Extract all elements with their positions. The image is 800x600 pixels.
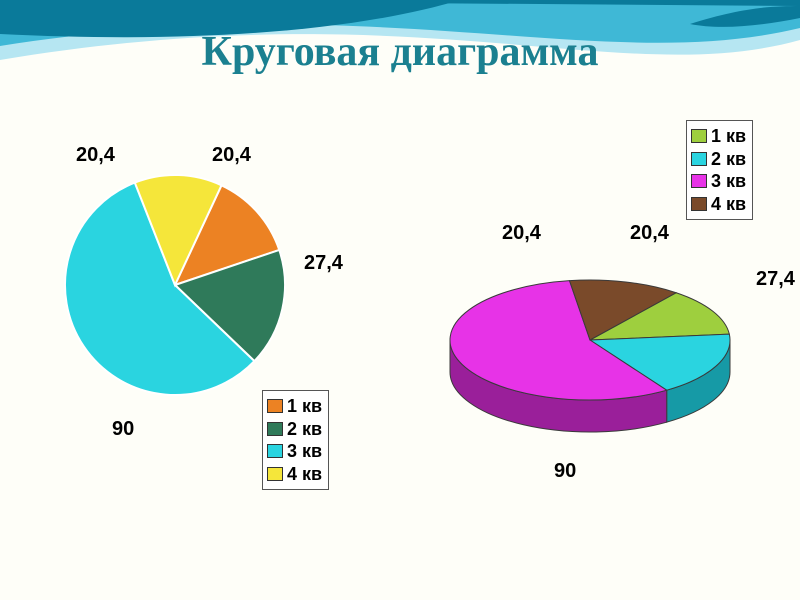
legend3d-row: 2 кв bbox=[691, 148, 746, 171]
legend-swatch bbox=[267, 399, 283, 413]
legend3d-row: 3 кв bbox=[691, 170, 746, 193]
legend-label: 4 кв bbox=[287, 463, 322, 486]
legend-swatch bbox=[691, 129, 707, 143]
pie2d-data-label: 90 bbox=[112, 418, 134, 441]
legend2d-row: 1 кв bbox=[267, 395, 322, 418]
pie3d-data-label: 20,4 bbox=[502, 222, 541, 245]
legend-label: 1 кв bbox=[287, 395, 322, 418]
legend-3d: 1 кв2 кв3 кв4 кв bbox=[686, 120, 753, 220]
legend2d-row: 2 кв bbox=[267, 418, 322, 441]
legend-swatch bbox=[691, 152, 707, 166]
legend-swatch bbox=[267, 444, 283, 458]
pie3d-data-label: 90 bbox=[554, 460, 576, 483]
legend-swatch bbox=[691, 197, 707, 211]
legend-label: 1 кв bbox=[711, 125, 746, 148]
pie-chart-2d bbox=[60, 170, 290, 400]
pie3d-data-label: 20,4 bbox=[630, 222, 669, 245]
legend3d-row: 4 кв bbox=[691, 193, 746, 216]
legend-label: 3 кв bbox=[711, 170, 746, 193]
pie2d-data-label: 27,4 bbox=[304, 252, 343, 275]
pie-chart-3d bbox=[440, 270, 740, 450]
legend-label: 2 кв bbox=[711, 148, 746, 171]
legend-swatch bbox=[691, 174, 707, 188]
legend2d-row: 4 кв bbox=[267, 463, 322, 486]
pie3d-data-label: 27,4 bbox=[756, 268, 795, 291]
legend-label: 4 кв bbox=[711, 193, 746, 216]
legend-label: 3 кв bbox=[287, 440, 322, 463]
pie2d-data-label: 20,4 bbox=[76, 144, 115, 167]
legend2d-row: 3 кв bbox=[267, 440, 322, 463]
legend-label: 2 кв bbox=[287, 418, 322, 441]
page-title: Круговая диаграмма bbox=[0, 28, 800, 76]
legend-swatch bbox=[267, 467, 283, 481]
legend3d-row: 1 кв bbox=[691, 125, 746, 148]
chart-area: 20,427,49020,4 1 кв2 кв3 кв4 кв 20,427,4… bbox=[0, 110, 800, 590]
legend-swatch bbox=[267, 422, 283, 436]
pie2d-data-label: 20,4 bbox=[212, 144, 251, 167]
legend-2d: 1 кв2 кв3 кв4 кв bbox=[262, 390, 329, 490]
